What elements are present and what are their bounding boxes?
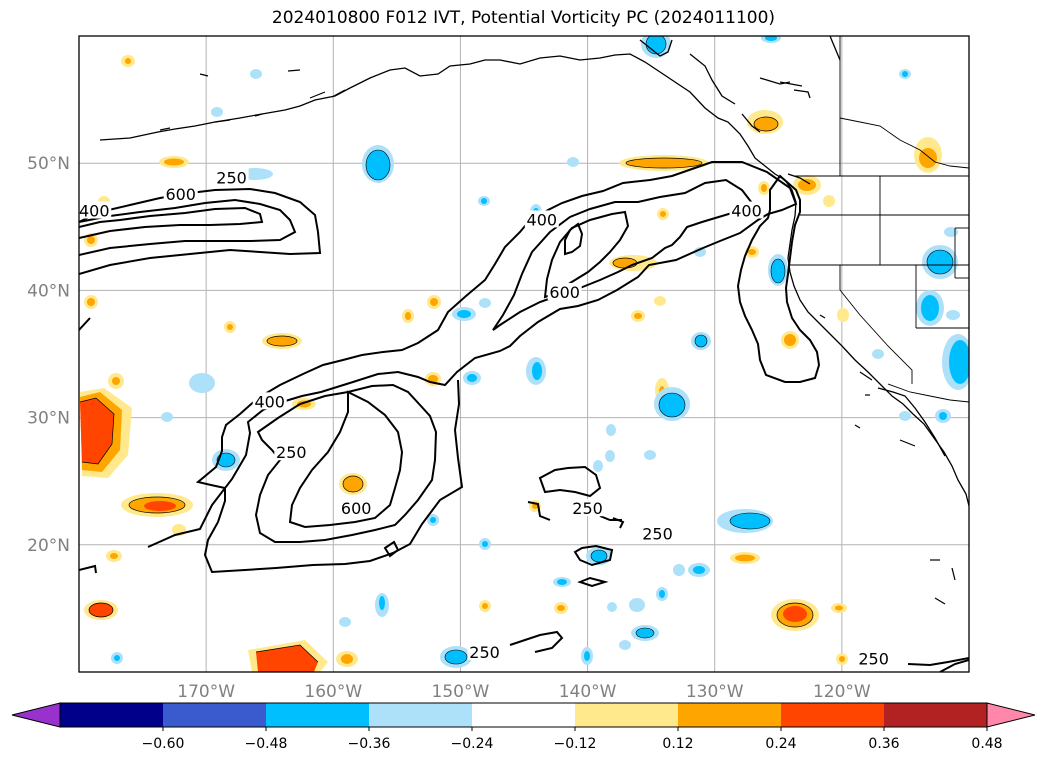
colorbar-bin [472, 703, 576, 727]
contour-label: 600 [341, 499, 372, 518]
pv-positive-blob [730, 552, 760, 564]
colorbar-bin [575, 703, 679, 727]
pv-positive-blob [793, 175, 821, 195]
map-panel[interactable]: 250 600 400 400 600 400 400 250 600 250 250 250 250 [77, 30, 974, 673]
pv-negative-blob [916, 290, 944, 326]
contour-label: 400 [731, 202, 762, 221]
pv-positive-blob [914, 137, 942, 173]
colorbar: −0.60 −0.48 −0.36 −0.24 −0.12 0.12 0.24 0.36 0.4… [11, 702, 1036, 752]
contour-label-bg [252, 392, 287, 410]
colorbar-tick-label: −0.24 [451, 736, 494, 752]
contour-label: 250 [469, 643, 500, 662]
colorbar-tick-label: 0.12 [662, 736, 693, 752]
pv-negative-blob [717, 509, 773, 533]
lon-tick-label: 130°W [686, 682, 744, 702]
contour-label: 250 [858, 649, 889, 668]
colorbar-tick-label: 0.24 [765, 736, 796, 752]
latitude-tick-labels: 20°N 30°N 40°N 50°N [27, 154, 70, 556]
contour-label-bg [856, 649, 891, 667]
colorbar-bin [678, 703, 782, 727]
contour-label-bg [339, 499, 374, 517]
contour-label: 250 [642, 525, 673, 544]
pv-negative-blob [768, 254, 788, 286]
pv-positive-blob [262, 333, 302, 349]
colorbar-tick-label: 0.36 [868, 736, 899, 752]
contour-label-bg [729, 201, 764, 219]
lon-tick-label: 150°W [432, 682, 490, 702]
contour-label-bg [524, 210, 559, 228]
colorbar-tick-label: −0.36 [348, 736, 391, 752]
contour-label: 400 [254, 392, 285, 411]
lat-tick-label: 40°N [27, 281, 70, 301]
contour-label: 250 [572, 499, 603, 518]
contour-label-bg [79, 201, 112, 219]
contour-label: 600 [549, 283, 580, 302]
colorbar-tick-label: 0.48 [971, 736, 1002, 752]
contour-label: 400 [527, 210, 558, 229]
gridlines [79, 36, 969, 672]
contour-label-bg [467, 642, 502, 660]
ivt-contour-labels: 250 600 400 400 600 400 400 250 600 250 250 250 250 [79, 168, 891, 668]
pv-positive-blob [248, 640, 328, 672]
colorbar-bin [884, 703, 988, 727]
contour-label: 400 [79, 202, 110, 221]
pv-positive-blob [609, 255, 657, 271]
lat-tick-label: 20°N [27, 536, 70, 556]
colorbar-bin [60, 703, 164, 727]
colorbar-tick-label: −0.48 [245, 736, 288, 752]
pv-positive-blob [747, 110, 783, 134]
islands [159, 69, 956, 605]
page-title: 2024010800 F012 IVT, Potential Vorticity… [271, 8, 776, 28]
lon-tick-label: 120°W [813, 682, 871, 702]
lat-tick-label: 30°N [27, 409, 70, 429]
pv-positive-blob [84, 600, 118, 620]
pv-positive-blob [619, 155, 709, 171]
contour-label-bg [547, 282, 582, 300]
pv-positive-blob [339, 473, 367, 495]
colorbar-tick-label: −0.60 [142, 736, 185, 752]
colorbar-bin [781, 703, 885, 727]
contour-label-bg [640, 524, 675, 542]
political-borders [788, 36, 969, 403]
contour-label: 600 [165, 185, 196, 204]
pv-negative-blob [654, 387, 690, 421]
lat-tick-label: 50°N [27, 154, 70, 174]
contour-label: 250 [276, 443, 307, 462]
colorbar-bin [266, 703, 370, 727]
lon-tick-label: 170°W [177, 682, 235, 702]
pv-positive-blob [121, 493, 193, 517]
pv-negative-blob [942, 334, 969, 390]
contour-label-bg [214, 168, 249, 186]
longitude-tick-labels: 170°W 160°W 150°W 140°W 130°W 120°W [177, 682, 871, 702]
lon-tick-label: 140°W [559, 682, 617, 702]
contour-label-bg [163, 185, 198, 202]
contour-label: 250 [216, 168, 247, 187]
pv-positive-blob [771, 599, 819, 631]
contour-label-bg [570, 499, 605, 517]
pv-negative-blob [362, 145, 394, 183]
colorbar-extend-low [11, 702, 61, 728]
contour-label-bg [274, 443, 309, 461]
colorbar-tick-label: −0.12 [554, 736, 597, 752]
colorbar-bin [163, 703, 267, 727]
coastlines [99, 36, 969, 507]
colorbar-outline [59, 702, 988, 728]
lon-tick-label: 160°W [304, 682, 362, 702]
colorbar-bin [369, 703, 473, 727]
colorbar-extend-high [986, 702, 1036, 728]
map-frame [78, 35, 970, 673]
pv-positive-blob [79, 388, 132, 478]
